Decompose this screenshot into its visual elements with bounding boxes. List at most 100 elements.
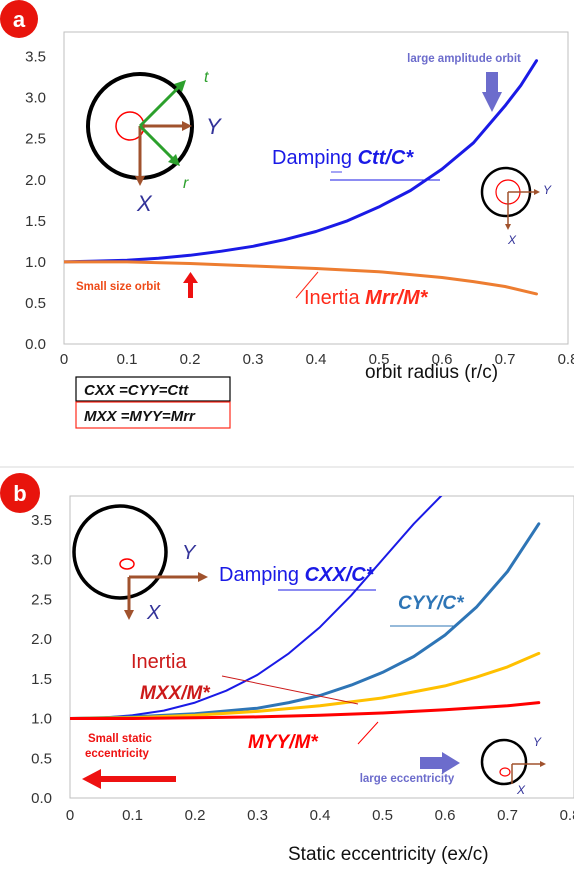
x-tick-label: 0.8 — [560, 807, 574, 824]
axis-r-label: r — [183, 175, 189, 192]
x-tick-label: 0.3 — [247, 807, 268, 824]
x-tick-label: 0.1 — [122, 807, 143, 824]
small-size-arrowhead — [183, 272, 198, 283]
series-line-b-0 — [70, 496, 443, 720]
eccentricity-diagram-small: Y X — [480, 735, 546, 797]
y-tick-label: 0.5 — [31, 750, 52, 767]
y-axis-arrowhead — [182, 121, 192, 131]
small-static-arrow-shaft — [100, 776, 176, 782]
x-tick-label: 0.4 — [310, 807, 331, 824]
x-tick-label: 0.8 — [558, 351, 574, 368]
small-static-label-1: Small static — [88, 733, 153, 745]
y-tick-label: 0.0 — [25, 336, 46, 353]
inertia-myy-leader — [357, 721, 379, 745]
y-tick-label: 3.5 — [25, 49, 46, 66]
inertia-label-b: Inertia — [131, 651, 187, 673]
journal-center-b — [119, 558, 135, 570]
y-tick-label: 2.5 — [31, 591, 52, 608]
y-tick-label: 2.0 — [31, 631, 52, 648]
x-tick-label: 0.2 — [185, 807, 206, 824]
damping-expr-a: Ctt/C* — [358, 147, 415, 169]
y-ticks-b: 0.0 0.5 1.0 1.5 2.0 2.5 3.0 3.5 — [31, 512, 52, 807]
x-tick-label: 0.7 — [497, 807, 518, 824]
inertia-myy-label: MYY/M* — [248, 732, 319, 753]
plot-frame-b — [69, 495, 574, 799]
x-axis-title-a: orbit radius (r/c) — [365, 362, 498, 383]
small-size-arrow-shaft — [188, 282, 193, 298]
large-ecc-label: large eccentricity — [360, 773, 455, 785]
inertia-mxx-leader — [221, 675, 359, 705]
damping-label-b: Damping CXX/C* — [219, 564, 375, 586]
x-ticks-b: 0 0.1 0.2 0.3 0.4 0.5 0.6 0.7 0.8 — [66, 807, 574, 824]
axis-y-label: Y — [206, 114, 222, 139]
badge-b — [0, 473, 40, 513]
x-tick-label: 0.1 — [117, 351, 138, 368]
inertia-prefix-a: Inertia — [304, 287, 365, 309]
large-ecc-arrowhead — [442, 752, 460, 774]
y-tick-label: 3.0 — [25, 90, 46, 107]
damping-prefix-a: Damping — [272, 147, 358, 169]
orbit-diagram-small-a: Y X — [480, 166, 552, 247]
x-tick-label: 0.5 — [369, 351, 390, 368]
legend-row-1-box — [75, 376, 231, 402]
x-tick-label: 0.4 — [306, 351, 327, 368]
damping-label-a: Damping Ctt/C* — [272, 147, 414, 169]
y-tick-label: 2.0 — [25, 172, 46, 189]
inertia-expr-a: Mrr/M* — [365, 287, 428, 309]
y-tick-label: 1.5 — [31, 671, 52, 688]
x-tick-label: 0.3 — [243, 351, 264, 368]
legend-row-2-box — [75, 401, 231, 429]
axis-x-label: X — [136, 191, 153, 216]
small-y-label: Y — [543, 183, 552, 197]
y-tick-label: 1.5 — [25, 213, 46, 230]
y-tick-label: 3.5 — [31, 512, 52, 529]
small-y-label-b: Y — [533, 735, 542, 749]
large-amplitude-label: large amplitude orbit — [407, 53, 521, 65]
axis-y-label-b: Y — [182, 542, 197, 564]
inertia-mxx-label: MXX/M* — [140, 683, 211, 704]
series-group-b — [70, 496, 541, 720]
bearing-circle-b — [72, 504, 168, 600]
series-line-b-3 — [70, 701, 541, 720]
small-size-label: Small size orbit — [76, 281, 161, 293]
large-amplitude-arrow-shaft — [486, 72, 498, 92]
badge-a — [0, 0, 38, 38]
damping-expr-b: CXX/C* — [305, 564, 375, 586]
eccentricity-diagram-large: Y X — [72, 504, 208, 624]
y-tick-label: 2.5 — [25, 131, 46, 148]
series-line-a-1 — [64, 260, 538, 296]
x-axis-arrowhead-b — [124, 610, 134, 620]
y-axis-arrowhead-b — [198, 572, 208, 582]
x-tick-label: 0 — [60, 351, 68, 368]
large-ecc-arrow-shaft — [420, 757, 442, 769]
damping-prefix-b: Damping — [219, 564, 305, 586]
cyy-label: CYY/C* — [398, 593, 465, 614]
axis-x-label-b: X — [146, 602, 161, 624]
y-tick-label: 0.0 — [31, 790, 52, 807]
badge-b-label: b — [13, 481, 26, 506]
orbit-diagram-large: t r Y X — [86, 69, 222, 216]
y-tick-label: 1.0 — [25, 254, 46, 271]
legend-row-2: MXX =MYY=Mrr — [84, 408, 196, 425]
y-tick-label: 1.0 — [31, 711, 52, 728]
y-ticks-a: 0.0 0.5 1.0 1.5 2.0 2.5 3.0 3.5 — [25, 49, 46, 353]
x-tick-label: 0 — [66, 807, 74, 824]
small-bearing-circle-b — [480, 738, 528, 786]
x-axis-arrowhead — [135, 176, 145, 186]
x-tick-label: 0.6 — [435, 807, 456, 824]
t-axis-arrowhead — [174, 80, 186, 92]
r-axis-arrowhead — [168, 154, 180, 166]
small-static-arrowhead — [82, 769, 101, 789]
r-axis-arrow — [138, 124, 176, 162]
small-journal-b — [499, 767, 511, 777]
panel-a: 0.0 0.5 1.0 1.5 2.0 2.5 3.0 3.5 0 0.1 0.2 0.3 0.4 0.… — [0, 0, 574, 429]
small-x-label-b: X — [516, 783, 526, 797]
inertia-label-a: Inertia Mrr/M* — [304, 287, 429, 309]
inertia-leader-a — [295, 271, 319, 299]
small-y-arrowhead-b — [540, 761, 546, 767]
small-y-arrowhead — [534, 189, 540, 195]
t-axis-arrow — [138, 84, 182, 128]
plot-frame-a — [63, 31, 569, 345]
small-x-label: X — [507, 233, 517, 247]
